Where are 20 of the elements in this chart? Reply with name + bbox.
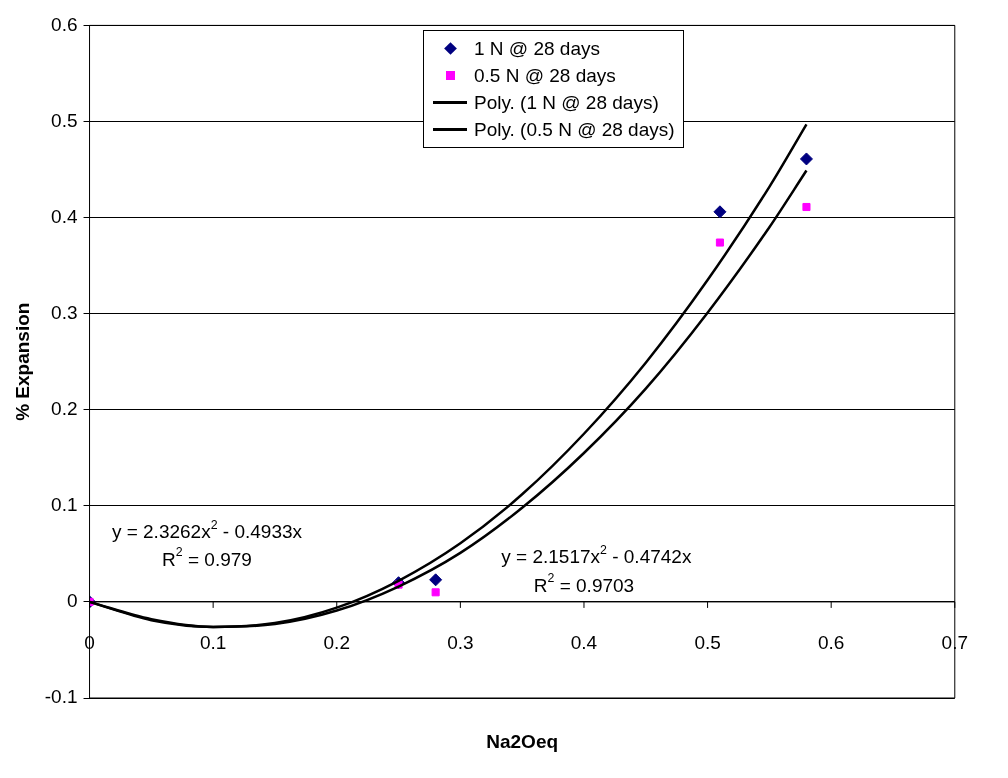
x-tick-label: 0.2 <box>323 631 350 653</box>
y-tick-label: 0.1 <box>51 494 78 516</box>
y-tick-label: 0.6 <box>51 13 78 35</box>
legend-label: 0.5 N @ 28 days <box>474 64 616 87</box>
y-tick-label: 0.4 <box>51 205 78 227</box>
y-tick-label: 0 <box>66 590 78 612</box>
x-tick-label: 0.1 <box>199 631 227 653</box>
y-tick-label: -0.1 <box>44 686 78 708</box>
legend-label: Poly. (0.5 N @ 28 days) <box>474 118 675 141</box>
x-axis-title: Na2Oeq <box>486 731 559 753</box>
x-tick-label: 0.3 <box>447 631 474 653</box>
x-tick-label: 0.6 <box>817 631 845 653</box>
x-tick-label: 0.4 <box>570 631 598 653</box>
y-tick-label: 0.3 <box>51 301 78 323</box>
y-axis-title: % Expansion <box>11 302 33 421</box>
y-tick-label: 0.5 <box>51 109 78 131</box>
legend-label: 1 N @ 28 days <box>474 37 600 60</box>
y-tick-label: 0.2 <box>51 397 78 419</box>
x-tick-label: 0.5 <box>694 631 721 653</box>
legend-label: Poly. (1 N @ 28 days) <box>474 91 659 114</box>
